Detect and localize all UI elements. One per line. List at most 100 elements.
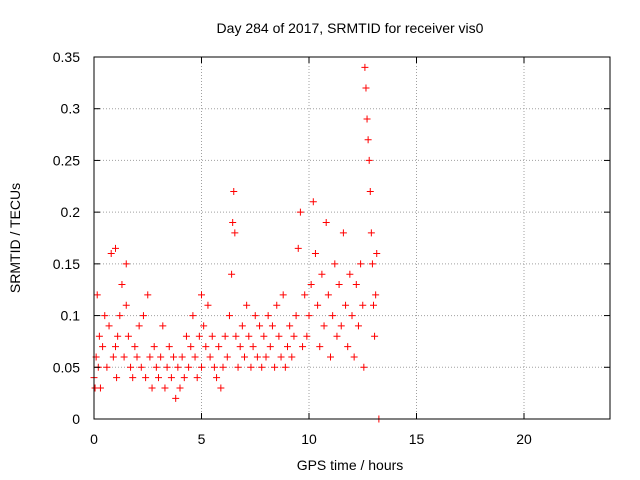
data-point: [260, 332, 268, 340]
data-point: [137, 363, 145, 371]
data-point: [234, 363, 242, 371]
data-point: [193, 374, 201, 382]
data-point: [301, 291, 309, 299]
data-point: [124, 332, 132, 340]
data-point: [367, 229, 375, 237]
data-point: [174, 363, 182, 371]
chart-title: Day 284 of 2017, SRMTID for receiver vis…: [217, 20, 484, 36]
data-point: [118, 281, 126, 289]
data-point: [200, 322, 208, 330]
data-point: [198, 291, 205, 299]
data-point: [360, 363, 368, 371]
data-point: [251, 312, 259, 320]
data-point: [219, 363, 227, 371]
data-point: [290, 332, 298, 340]
data-point: [152, 363, 160, 371]
data-point: [320, 322, 328, 330]
data-point: [223, 353, 231, 361]
y-tick-label: 0.35: [53, 49, 80, 65]
data-point: [178, 353, 186, 361]
data-point: [279, 291, 287, 299]
data-point: [241, 353, 248, 361]
data-point: [288, 353, 296, 361]
data-point: [299, 343, 307, 351]
data-point: [262, 353, 270, 361]
data-point: [206, 353, 214, 361]
data-point: [228, 270, 236, 278]
x-tick-label: 15: [409, 431, 425, 447]
y-tick-label: 0.2: [61, 204, 81, 220]
data-point: [163, 363, 171, 371]
data-point: [195, 332, 203, 340]
data-point: [159, 322, 167, 330]
data-point: [357, 260, 365, 268]
data-point: [157, 353, 165, 361]
data-point: [221, 332, 229, 340]
data-point: [253, 353, 261, 361]
data-point: [337, 322, 345, 330]
data-point: [176, 384, 184, 392]
data-point: [198, 363, 205, 371]
data-point: [371, 332, 379, 340]
data-point: [133, 353, 141, 361]
data-point: [231, 229, 239, 237]
data-point: [204, 301, 212, 309]
data-point: [370, 301, 377, 309]
data-point: [292, 312, 300, 320]
data-point: [180, 374, 188, 382]
data-point: [316, 343, 324, 351]
data-point: [348, 312, 356, 320]
data-point: [359, 301, 367, 309]
y-tick-label: 0.1: [61, 308, 81, 324]
data-point: [103, 363, 111, 371]
data-point: [324, 291, 332, 299]
data-point: [139, 312, 147, 320]
data-point: [309, 198, 317, 206]
data-point: [303, 332, 311, 340]
data-point: [373, 250, 381, 258]
y-tick-label: 0.15: [53, 256, 80, 272]
data-point: [331, 260, 339, 268]
data-point: [114, 332, 122, 340]
data-point: [185, 363, 193, 371]
data-point: [105, 322, 113, 330]
data-point: [187, 343, 195, 351]
data-point: [217, 384, 225, 392]
data-point: [307, 281, 315, 289]
data-point: [335, 281, 343, 289]
data-point: [322, 218, 330, 226]
data-point: [112, 244, 119, 252]
data-point: [327, 353, 334, 361]
data-point: [236, 343, 244, 351]
data-point: [363, 115, 371, 123]
data-point: [191, 353, 199, 361]
data-point: [170, 353, 178, 361]
data-point: [210, 363, 218, 371]
data-point: [172, 394, 180, 402]
data-point: [305, 312, 313, 320]
data-point: [344, 343, 352, 351]
data-point: [361, 63, 369, 71]
data-point: [243, 301, 251, 309]
data-point: [368, 260, 376, 268]
y-axis-label: SRMTID / TECUs: [7, 183, 23, 293]
data-point: [318, 270, 326, 278]
data-point: [284, 343, 291, 351]
data-point: [333, 332, 341, 340]
data-point: [229, 218, 237, 226]
data-point: [268, 322, 276, 330]
data-point: [96, 384, 104, 392]
data-point: [273, 301, 281, 309]
data-point: [286, 322, 294, 330]
data-point: [339, 229, 347, 237]
data-point: [95, 332, 103, 340]
data-point: [113, 374, 121, 382]
y-tick-label: 0.05: [53, 359, 80, 375]
data-point: [144, 291, 152, 299]
data-point: [264, 312, 272, 320]
data-point: [296, 208, 304, 216]
data-point: [116, 312, 124, 320]
data-point: [329, 312, 337, 320]
